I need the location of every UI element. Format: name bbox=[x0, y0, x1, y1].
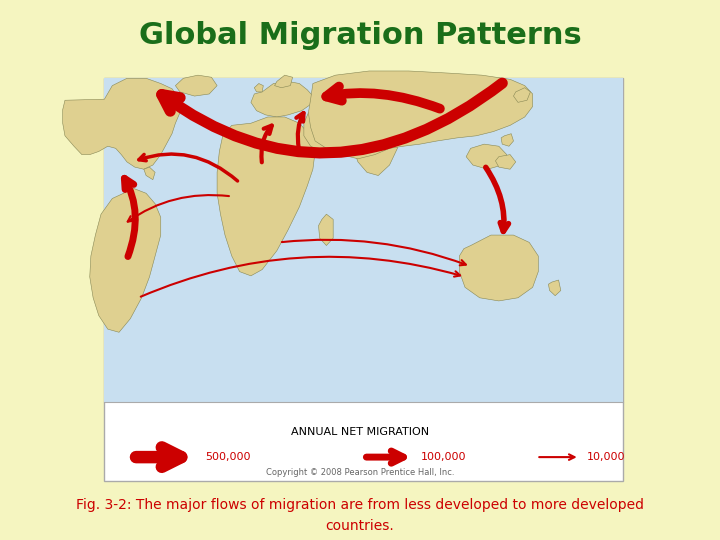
FancyArrowPatch shape bbox=[486, 167, 508, 231]
Polygon shape bbox=[254, 84, 264, 92]
FancyArrowPatch shape bbox=[162, 83, 503, 153]
Text: Copyright © 2008 Pearson Prentice Hall, Inc.: Copyright © 2008 Pearson Prentice Hall, … bbox=[266, 468, 454, 477]
Polygon shape bbox=[217, 117, 315, 276]
FancyArrowPatch shape bbox=[140, 256, 460, 296]
Polygon shape bbox=[176, 75, 217, 96]
FancyArrowPatch shape bbox=[127, 195, 229, 221]
Text: Fig. 3-2: The major flows of migration are from less developed to more developed: Fig. 3-2: The major flows of migration a… bbox=[76, 498, 644, 512]
Bar bbox=[104, 78, 623, 402]
Text: ANNUAL NET MIGRATION: ANNUAL NET MIGRATION bbox=[291, 427, 429, 437]
Text: 100,000: 100,000 bbox=[421, 452, 467, 462]
FancyArrowPatch shape bbox=[139, 154, 238, 181]
Polygon shape bbox=[251, 82, 313, 117]
FancyArrowPatch shape bbox=[326, 86, 440, 109]
Polygon shape bbox=[308, 71, 533, 159]
Polygon shape bbox=[63, 78, 180, 169]
Text: 500,000: 500,000 bbox=[205, 452, 251, 462]
Polygon shape bbox=[90, 188, 161, 332]
FancyArrowPatch shape bbox=[297, 113, 304, 148]
FancyArrowPatch shape bbox=[282, 240, 466, 265]
Polygon shape bbox=[304, 104, 360, 151]
Polygon shape bbox=[549, 280, 561, 296]
Text: 10,000: 10,000 bbox=[587, 452, 625, 462]
Polygon shape bbox=[274, 75, 292, 87]
Polygon shape bbox=[459, 235, 539, 301]
Polygon shape bbox=[495, 154, 516, 169]
Text: countries.: countries. bbox=[325, 519, 395, 534]
Bar bbox=[104, 78, 623, 481]
Polygon shape bbox=[352, 120, 397, 176]
FancyArrowPatch shape bbox=[261, 126, 271, 163]
FancyArrowPatch shape bbox=[136, 447, 181, 467]
FancyArrowPatch shape bbox=[366, 451, 403, 463]
Polygon shape bbox=[513, 87, 531, 103]
Polygon shape bbox=[466, 144, 507, 169]
Polygon shape bbox=[501, 134, 513, 146]
FancyArrowPatch shape bbox=[539, 454, 575, 460]
Polygon shape bbox=[318, 214, 333, 246]
Polygon shape bbox=[144, 167, 155, 180]
FancyArrowPatch shape bbox=[125, 178, 135, 256]
Text: Global Migration Patterns: Global Migration Patterns bbox=[139, 21, 581, 50]
